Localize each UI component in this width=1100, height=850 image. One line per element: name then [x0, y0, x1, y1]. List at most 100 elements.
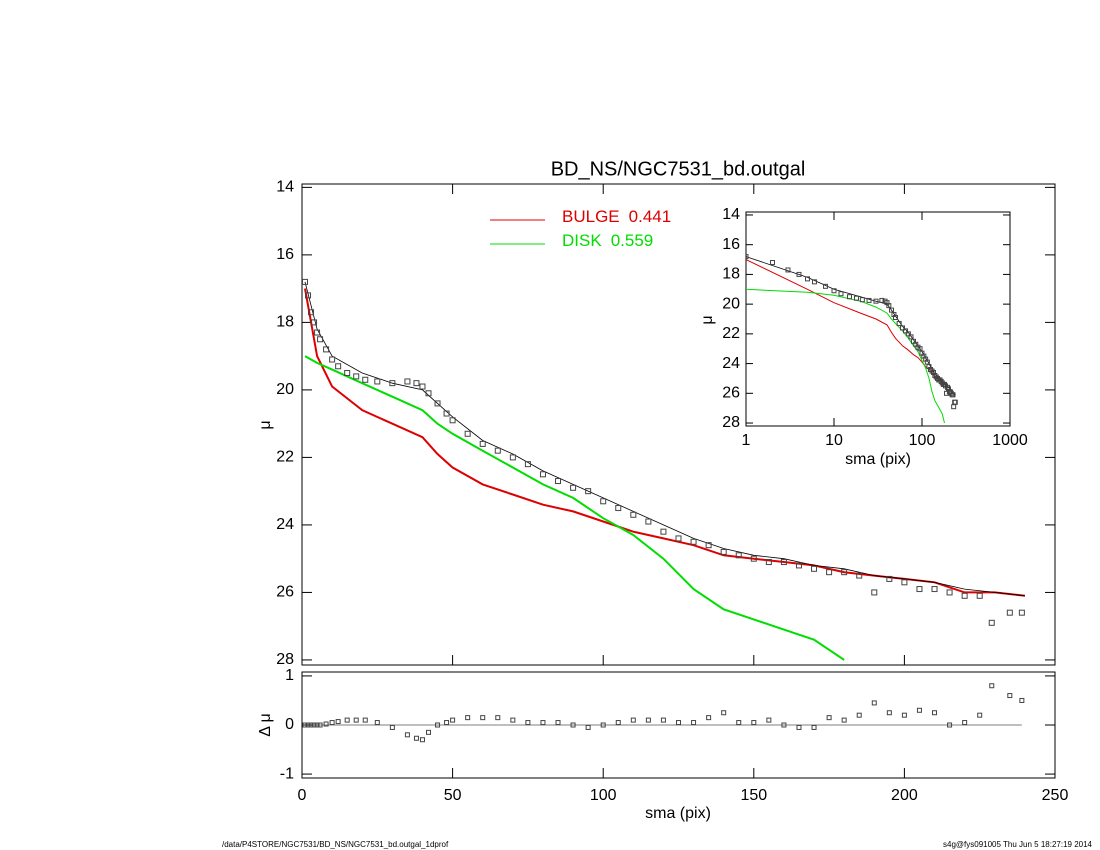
x-axis-label: sma (pix): [645, 805, 711, 822]
residual-point: [736, 720, 742, 726]
data-point: [660, 528, 667, 535]
residual-point: [311, 722, 317, 728]
data-point: [389, 380, 396, 387]
data-point: [317, 336, 324, 343]
data-point: [795, 562, 802, 569]
data-point: [831, 288, 837, 294]
residual-point: [413, 735, 419, 741]
x-tick-label: 0: [298, 787, 307, 804]
y-tick-label: 0: [285, 716, 294, 733]
data-point: [903, 328, 909, 334]
data-point: [570, 484, 577, 491]
data-point: [780, 559, 787, 566]
data-point: [434, 400, 441, 407]
data-point: [765, 559, 772, 566]
data-point: [896, 320, 902, 326]
data-point: [856, 572, 863, 579]
data-point: [615, 505, 622, 512]
x-tick-label: 150: [740, 787, 767, 804]
x-tick-label: 250: [1042, 787, 1069, 804]
chart-title: BD_NS/NGC7531_bd.outgal: [551, 158, 806, 180]
data-point: [930, 370, 936, 375]
data-point: [690, 538, 697, 545]
residual-point: [444, 720, 450, 726]
residual-point: [796, 724, 802, 730]
data-point: [796, 271, 802, 277]
data-point: [899, 325, 905, 331]
residual-point: [335, 719, 341, 725]
legend-name: BULGE: [562, 207, 620, 226]
residual-point: [781, 722, 787, 728]
data-point: [893, 315, 899, 321]
data-point: [746, 254, 749, 260]
x-tick-label: 10: [825, 432, 843, 449]
data-point: [585, 488, 592, 495]
residual-point: [353, 717, 359, 723]
y-tick-label: 1: [285, 667, 294, 684]
data-point: [961, 592, 968, 599]
y-tick-label: 18: [722, 266, 740, 283]
data-point: [886, 303, 892, 309]
residual-point: [362, 717, 368, 723]
residual-point: [856, 712, 862, 718]
residual-point: [916, 707, 922, 713]
y-tick-label: 20: [276, 381, 294, 398]
data-point: [353, 373, 360, 380]
residual-point: [706, 715, 712, 721]
residual-point: [450, 717, 456, 723]
data-point: [705, 542, 712, 549]
residual-point: [329, 720, 335, 726]
data-point: [323, 346, 330, 353]
residual-point: [947, 722, 953, 728]
data-point: [509, 454, 516, 461]
data-point: [901, 579, 908, 586]
residual-point: [962, 720, 968, 726]
residual-point: [495, 715, 501, 721]
residual-point: [811, 724, 817, 730]
data-point: [1006, 609, 1013, 616]
residual-point: [676, 720, 681, 726]
y-axis-label: μ: [257, 420, 274, 429]
y-tick-label: 16: [276, 246, 294, 263]
residual-point: [540, 720, 546, 726]
residual-point: [305, 722, 311, 728]
residual-point: [989, 683, 995, 689]
inset-y-label: μ: [699, 315, 716, 324]
data-point: [630, 511, 637, 518]
x-tick-label: 200: [891, 787, 918, 804]
data-point: [941, 381, 947, 387]
legend-fraction: 0.441: [629, 207, 672, 226]
residual-point: [721, 710, 727, 716]
residual-point: [871, 700, 877, 706]
data-point: [494, 447, 501, 454]
y-tick-label: 16: [722, 236, 740, 253]
data-point: [449, 417, 456, 424]
residual-point: [886, 710, 892, 716]
residual-point: [465, 715, 471, 721]
data-point: [871, 589, 878, 596]
residual-y-label: Δ μ: [257, 713, 274, 736]
inset-frame: [745, 211, 1011, 427]
x-tick-label: 1: [742, 432, 751, 449]
residual-point: [1019, 697, 1025, 703]
residual-point: [630, 717, 636, 723]
data-point: [524, 461, 531, 468]
y-tick-label: 14: [276, 179, 294, 196]
residual-point: [841, 717, 847, 723]
residual-point: [600, 722, 606, 728]
data-point: [735, 552, 742, 559]
x-tick-label: 100: [590, 787, 617, 804]
y-tick-label: 24: [276, 516, 294, 533]
y-tick-label: 18: [276, 314, 294, 331]
footer-path: /data/P4STORE/NGC7531/BD_NS/NGC7531_bd.o…: [222, 840, 449, 849]
y-tick-label: -1: [280, 765, 294, 782]
data-point: [988, 619, 995, 626]
data-point: [841, 569, 848, 576]
residual-point: [302, 722, 308, 728]
x-tick-label: 50: [444, 787, 462, 804]
data-point: [539, 471, 546, 478]
data-point: [879, 297, 885, 303]
y-tick-label: 14: [722, 206, 740, 223]
footer-stamp: s4g@fys091005 Thu Jun 5 18:27:19 2014: [943, 840, 1093, 849]
